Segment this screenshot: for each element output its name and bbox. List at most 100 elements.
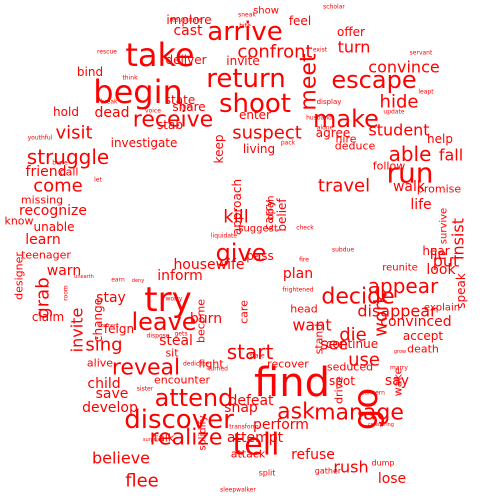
cloud-word-18: realize [150, 426, 223, 451]
cloud-word-146: sneak [238, 12, 256, 19]
cloud-word-129: seduced [327, 361, 373, 374]
cloud-word-60: stay [96, 290, 126, 306]
cloud-word-173: transform [229, 424, 259, 431]
cloud-word-39: suspect [232, 123, 302, 144]
cloud-word-103: stab [157, 118, 183, 132]
cloud-word-100: offer [337, 25, 365, 39]
cloud-word-94: hold [53, 105, 79, 119]
cloud-word-62: walk [393, 179, 426, 195]
cloud-word-61: warn [47, 263, 81, 279]
cloud-word-53: lie [430, 247, 446, 263]
cloud-word-12: arrive [207, 17, 282, 47]
cloud-word-29: visit [55, 123, 92, 144]
cloud-word-69: perform [253, 417, 309, 433]
cloud-word-181: unearth [74, 274, 94, 280]
cloud-word-91: unable [34, 220, 75, 234]
cloud-word-75: accept [403, 329, 444, 343]
cloud-word-130: reunite [382, 263, 418, 274]
cloud-word-82: feign [104, 322, 134, 336]
cloud-word-40: insist [449, 218, 468, 260]
cloud-word-174: concern [361, 390, 385, 397]
cloud-word-155: rescue [97, 49, 117, 56]
cloud-word-76: hear [422, 244, 449, 258]
cloud-word-96: invite [226, 54, 259, 68]
cloud-word-147: bite [239, 23, 251, 30]
cloud-word-63: look [426, 262, 456, 278]
cloud-word-59: burn [190, 311, 222, 327]
cloud-word-134: drive [333, 376, 346, 404]
cloud-word-126: alive [87, 357, 113, 370]
cloud-word-86: approach [230, 179, 244, 235]
cloud-word-1: go [346, 388, 386, 430]
cloud-word-142: display [317, 98, 342, 106]
cloud-word-118: help [427, 132, 453, 146]
cloud-word-121: recover [267, 358, 309, 371]
cloud-word-120: care [238, 300, 251, 324]
cloud-word-131: suggest [238, 224, 278, 235]
cloud-word-50: put [433, 252, 460, 271]
cloud-word-74: plan [283, 266, 313, 282]
cloud-word-44: fall [439, 146, 463, 165]
cloud-word-49: cast [173, 23, 203, 39]
cloud-word-115: deduce [335, 140, 376, 153]
cloud-word-15: make [313, 105, 379, 133]
cloud-word-151: break [101, 99, 119, 106]
cloud-word-92: claim [32, 310, 64, 324]
cloud-word-149: servant [410, 50, 433, 57]
cloud-word-20: appear [368, 274, 439, 298]
cloud-word-114: promise [417, 183, 461, 196]
cloud-word-67: save [96, 386, 129, 402]
cloud-word-14: escape [331, 66, 416, 94]
cloud-word-108: survive [439, 208, 450, 244]
cloud-word-24: reveal [112, 356, 180, 381]
cloud-word-107: enter [239, 108, 271, 122]
cloud-word-132: open [266, 196, 277, 221]
cloud-word-169: sister [137, 386, 154, 393]
cloud-word-123: head [290, 303, 317, 316]
cloud-word-9: give [216, 239, 267, 267]
cloud-word-102: show [253, 6, 279, 17]
cloud-word-6: begin [93, 73, 182, 111]
cloud-word-45: see [320, 335, 348, 354]
cloud-word-127: fight [198, 358, 224, 371]
cloud-word-77: pass [246, 249, 273, 263]
cloud-word-32: come [33, 176, 83, 197]
cloud-word-171: turned [208, 366, 228, 373]
cloud-word-38: work [371, 293, 392, 337]
cloud-word-184: conspiring [368, 422, 394, 428]
cloud-word-122: death [407, 343, 439, 356]
cloud-word-65: recognize [19, 203, 87, 219]
cloud-word-55: rush [333, 458, 368, 477]
cloud-word-157: alone [317, 125, 334, 132]
cloud-word-28: confront [237, 42, 312, 63]
cloud-word-78: speak [454, 273, 468, 309]
cloud-word-68: child [87, 376, 120, 392]
cloud-word-27: kill [223, 207, 248, 228]
cloud-word-73: say [385, 373, 409, 389]
cloud-word-128: sit [165, 347, 179, 360]
cloud-word-153: thin [180, 104, 192, 111]
cloud-word-101: feel [289, 14, 311, 28]
cloud-word-162: let [94, 177, 102, 184]
cloud-word-25: die [339, 325, 367, 346]
cloud-word-87: living [243, 142, 275, 156]
cloud-word-168: dedicate [183, 361, 209, 368]
cloud-word-110: designer [13, 252, 26, 300]
cloud-word-141: dump [371, 459, 394, 468]
cloud-word-35: travel [318, 176, 370, 197]
cloud-word-158: husband [306, 115, 332, 122]
cloud-word-136: solidify [198, 415, 209, 450]
cloud-word-88: keep [212, 135, 226, 164]
cloud-word-89: belief [275, 198, 289, 232]
cloud-word-137: talk [154, 432, 175, 445]
cloud-word-34: use [348, 350, 380, 371]
cloud-word-2: try [144, 280, 191, 320]
cloud-word-5: discover [124, 405, 234, 435]
cloud-word-85: convinced [380, 314, 451, 330]
cloud-word-36: grab [33, 277, 54, 318]
cloud-word-22: struggle [27, 145, 109, 169]
cloud-word-105: state [165, 93, 195, 107]
cloud-word-166: gets [175, 331, 188, 338]
cloud-word-179: fire [299, 257, 309, 264]
